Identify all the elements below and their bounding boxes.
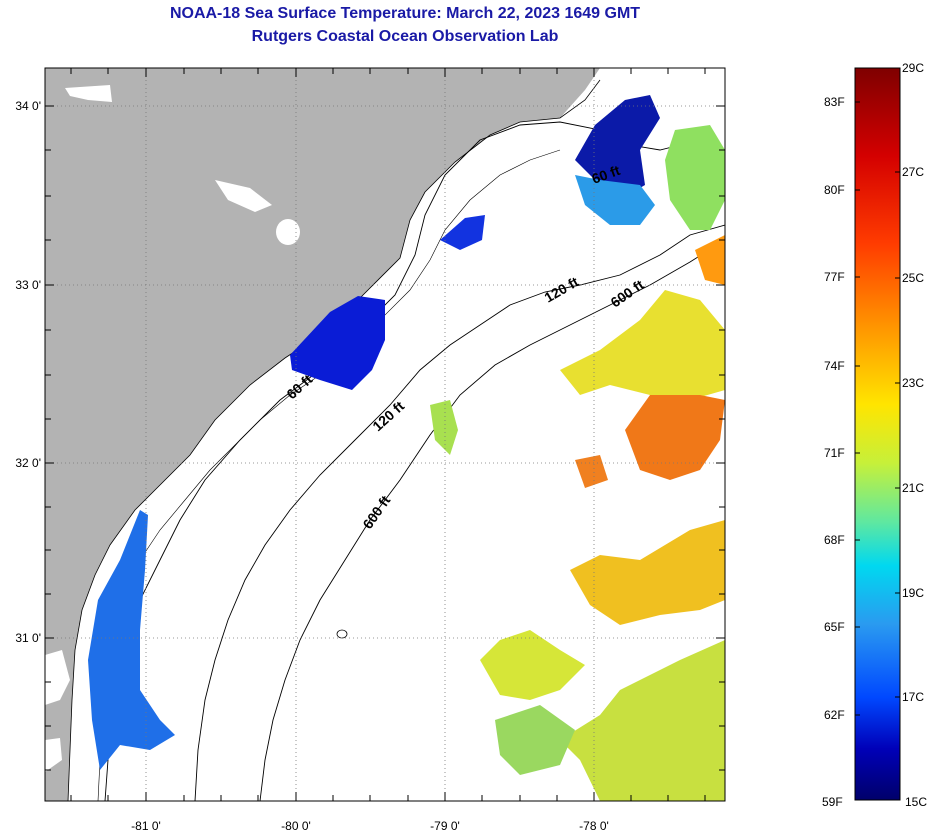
sst-patch-yellow-south <box>570 520 725 625</box>
isobath-120ft <box>194 224 725 801</box>
colorbar-label-c: 25C <box>902 271 925 285</box>
sst-patch-cold <box>440 215 485 250</box>
colorbar-label-c: 21C <box>902 481 925 495</box>
colorbar-label-c: 23C <box>902 376 925 390</box>
map-frame <box>44 67 726 802</box>
latitude-label: 33 0' <box>15 278 41 292</box>
sst-patch-green-sw <box>495 705 575 775</box>
colorbar-label-f: 77F <box>824 270 845 284</box>
latitude-label: 32 0' <box>15 456 41 470</box>
colorbar-label-c: 15C <box>905 795 928 809</box>
sst-patch-mixed-se <box>560 640 725 801</box>
sst-patch-cool <box>575 175 655 225</box>
colorbar-ticks <box>855 101 900 716</box>
latitude-label: 34 0' <box>15 99 41 113</box>
colorbar-label-f: 59F <box>822 795 843 809</box>
sst-patch-orange-small <box>575 455 608 488</box>
coastline <box>67 79 601 801</box>
colorbar <box>854 67 901 801</box>
sst-patch-cold <box>575 95 660 195</box>
colorbar-label-f: 83F <box>824 95 845 109</box>
colorbar-label-c: 17C <box>902 690 925 704</box>
sst-patch-yellow <box>560 290 725 400</box>
sst-patch-green-small <box>430 400 458 455</box>
longitude-label: -78 0' <box>579 819 609 832</box>
land-area <box>45 68 600 801</box>
colorbar-label-f: 68F <box>824 533 845 547</box>
colorbar-label-c: 29C <box>902 61 925 75</box>
colorbar-label-f: 62F <box>824 708 845 722</box>
colorbar-label-f: 71F <box>824 446 845 460</box>
longitude-label: -79 0' <box>430 819 460 832</box>
land-gap <box>215 180 272 212</box>
land-gap <box>45 650 70 705</box>
axis-ticks <box>45 68 725 801</box>
sst-patch-cold <box>290 296 385 390</box>
sst-patch-orange <box>625 395 725 480</box>
latitude-label: 31 0' <box>15 631 41 645</box>
map-subtitle: Rutgers Coastal Ocean Observation Lab <box>251 28 559 45</box>
longitude-label: -81 0' <box>131 819 161 832</box>
land-gap <box>276 219 300 245</box>
land-gap <box>65 85 112 102</box>
land-gap <box>45 738 62 772</box>
longitude-label: -80 0' <box>281 819 311 832</box>
colorbar-label-f: 74F <box>824 359 845 373</box>
graticule <box>45 68 725 801</box>
colorbar-label-f: 65F <box>824 620 845 634</box>
isobath-600ft <box>259 239 725 801</box>
sst-patch-greenyellow-south <box>480 630 585 700</box>
sst-patch-cold-south <box>88 510 175 770</box>
colorbar-label-c: 27C <box>902 165 925 179</box>
colorbar-label-c: 19C <box>902 586 925 600</box>
map-title: NOAA-18 Sea Surface Temperature: March 2… <box>169 5 641 22</box>
colorbar-label-f: 80F <box>824 183 845 197</box>
sst-patch-green <box>665 125 725 230</box>
sst-patch-warm <box>695 235 725 285</box>
